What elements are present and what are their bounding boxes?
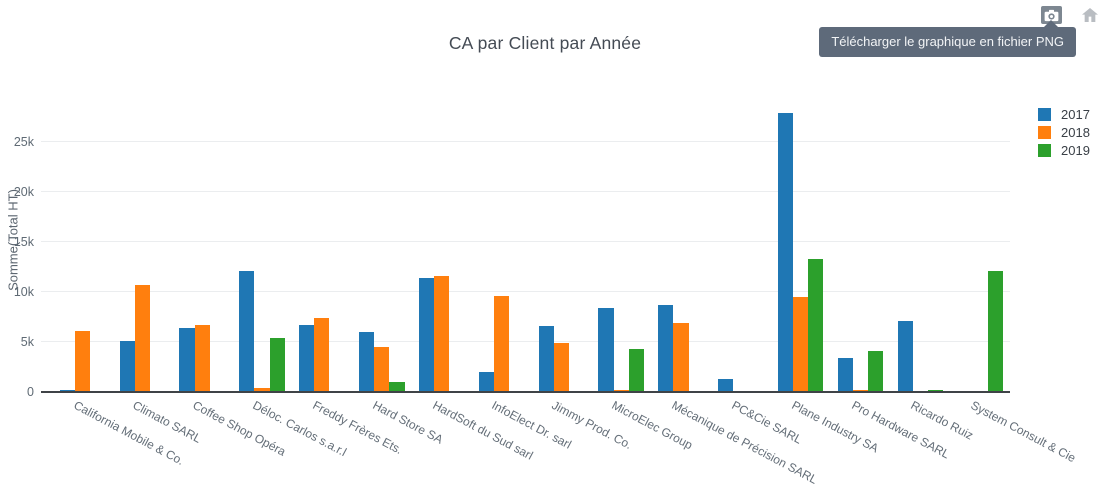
bar-2017-microelec-group [598,308,614,391]
bar-2017-hardsoft-du-sud-sarl [418,277,434,391]
bar-2017-ricardo-ruiz [897,320,913,391]
download-png-button[interactable] [1041,6,1062,24]
bar-2019-hard-store-sa [389,382,405,391]
chart-title: CA par Client par Année [448,33,642,53]
bar-2019-ricardo-ruiz [928,389,944,391]
x-tick-label: System Consult & Cie [968,398,1079,466]
legend-item-2018[interactable]: 2018 [1038,123,1090,141]
legend: 2017 2018 2019 [1038,105,1090,159]
bar-2017-infoelect-dr-sarl [478,372,494,391]
legend-swatch-2018 [1038,125,1051,139]
bar-2017-plane-industry-sa [777,113,794,391]
bar-2017-climato-sarl [119,340,135,391]
bar-2017-pc-cie-sarl [718,379,734,391]
bar-2017-california-mobile-co- [59,389,75,391]
bar-2019-plane-industry-sa [808,258,824,391]
gridline-20k [41,191,1010,192]
x-axis-line [41,391,1010,393]
legend-swatch-2017 [1038,107,1051,121]
bar-2018-california-mobile-co- [74,330,91,391]
bar-2019-pro-hardware-sarl [868,351,884,391]
x-tick-label: MicroElec Group [609,398,696,453]
bar-2018-d-loc-carlos-s-a-r-l [254,388,270,391]
tooltip-caret [1043,20,1059,28]
x-tick-label: PC&Cie SARL [729,398,805,447]
legend-label: 2017 [1061,106,1090,122]
bar-2018-hard-store-sa [374,346,390,391]
legend-swatch-2019 [1038,143,1051,157]
bar-2019-system-consult-cie [987,271,1004,391]
bar-2018-microelec-group [613,389,629,391]
gridline-15k [41,241,1010,242]
y-axis-tick-labels: 0 5k 10k 15k 20k 25k [0,95,36,399]
plot-area [41,95,1010,393]
y-tick-label: 5k [20,335,34,349]
bar-2018-infoelect-dr-sarl [493,295,510,391]
bar-2018-pro-hardware-sarl [852,389,869,391]
bar-2017-freddy-fr-res-ets- [299,324,315,391]
legend-label: 2018 [1061,124,1090,140]
bar-2018-hardsoft-du-sud-sarl [434,276,450,391]
y-tick-label: 15k [13,235,34,249]
bar-2018-m-canique-de-pr-cision-sarl [673,323,689,391]
camera-icon [1044,9,1059,21]
bar-2018-freddy-fr-res-ets- [314,318,330,391]
x-tick-label: Climato SARL [130,398,204,446]
bar-2017-jimmy-prod-co- [538,325,554,391]
x-tick-label: Ricardo Ruiz [908,398,977,443]
bar-2019-microelec-group [628,349,644,391]
legend-item-2019[interactable]: 2019 [1038,141,1090,159]
legend-item-2017[interactable]: 2017 [1038,105,1090,123]
x-tick-label: InfoElect Dr. sarl [489,398,575,452]
x-tick-label: Pro Hardware SARL [848,398,952,462]
x-tick-label: Plane Industry SA [789,398,881,456]
reset-view-button[interactable] [1079,6,1100,24]
x-tick-label: Mécanique de Précision SARL [669,398,820,487]
modebar-tooltip: Télécharger le graphique en fichier PNG [819,27,1076,57]
x-tick-label: Hard Store SA [370,398,446,447]
bar-2018-plane-industry-sa [793,296,809,391]
bar-2018-jimmy-prod-co- [553,343,569,391]
bar-2019-d-loc-carlos-s-a-r-l [269,338,285,391]
bar-2017-coffee-shop-op-ra [179,327,195,391]
y-tick-label: 25k [13,135,34,149]
bar-2017-m-canique-de-pr-cision-sarl [658,305,674,391]
gridline-25k [41,141,1010,142]
gridline-5k [41,341,1010,342]
y-tick-label: 10k [13,285,34,299]
bar-2017-d-loc-carlos-s-a-r-l [239,271,255,391]
bar-2018-coffee-shop-op-ra [194,324,210,391]
legend-label: 2019 [1061,142,1090,158]
y-tick-label: 0 [27,385,34,399]
y-tick-label: 20k [13,185,34,199]
x-tick-label: Coffee Shop Opéra [190,398,289,459]
x-tick-label: Déloc. Carlos s.a.r.l [250,398,349,460]
x-tick-label: Jimmy Prod. Co. [549,398,635,452]
x-tick-label: California Mobile & Co. [70,398,186,468]
bar-2017-pro-hardware-sarl [837,358,853,391]
x-tick-label: HardSoft du Sud sarl [430,398,535,463]
home-icon [1081,8,1098,22]
x-tick-label: Freddy Frères Ets. [310,398,405,458]
bar-2017-hard-store-sa [358,332,375,391]
gridline-10k [41,291,1010,292]
bar-2018-climato-sarl [134,284,150,391]
